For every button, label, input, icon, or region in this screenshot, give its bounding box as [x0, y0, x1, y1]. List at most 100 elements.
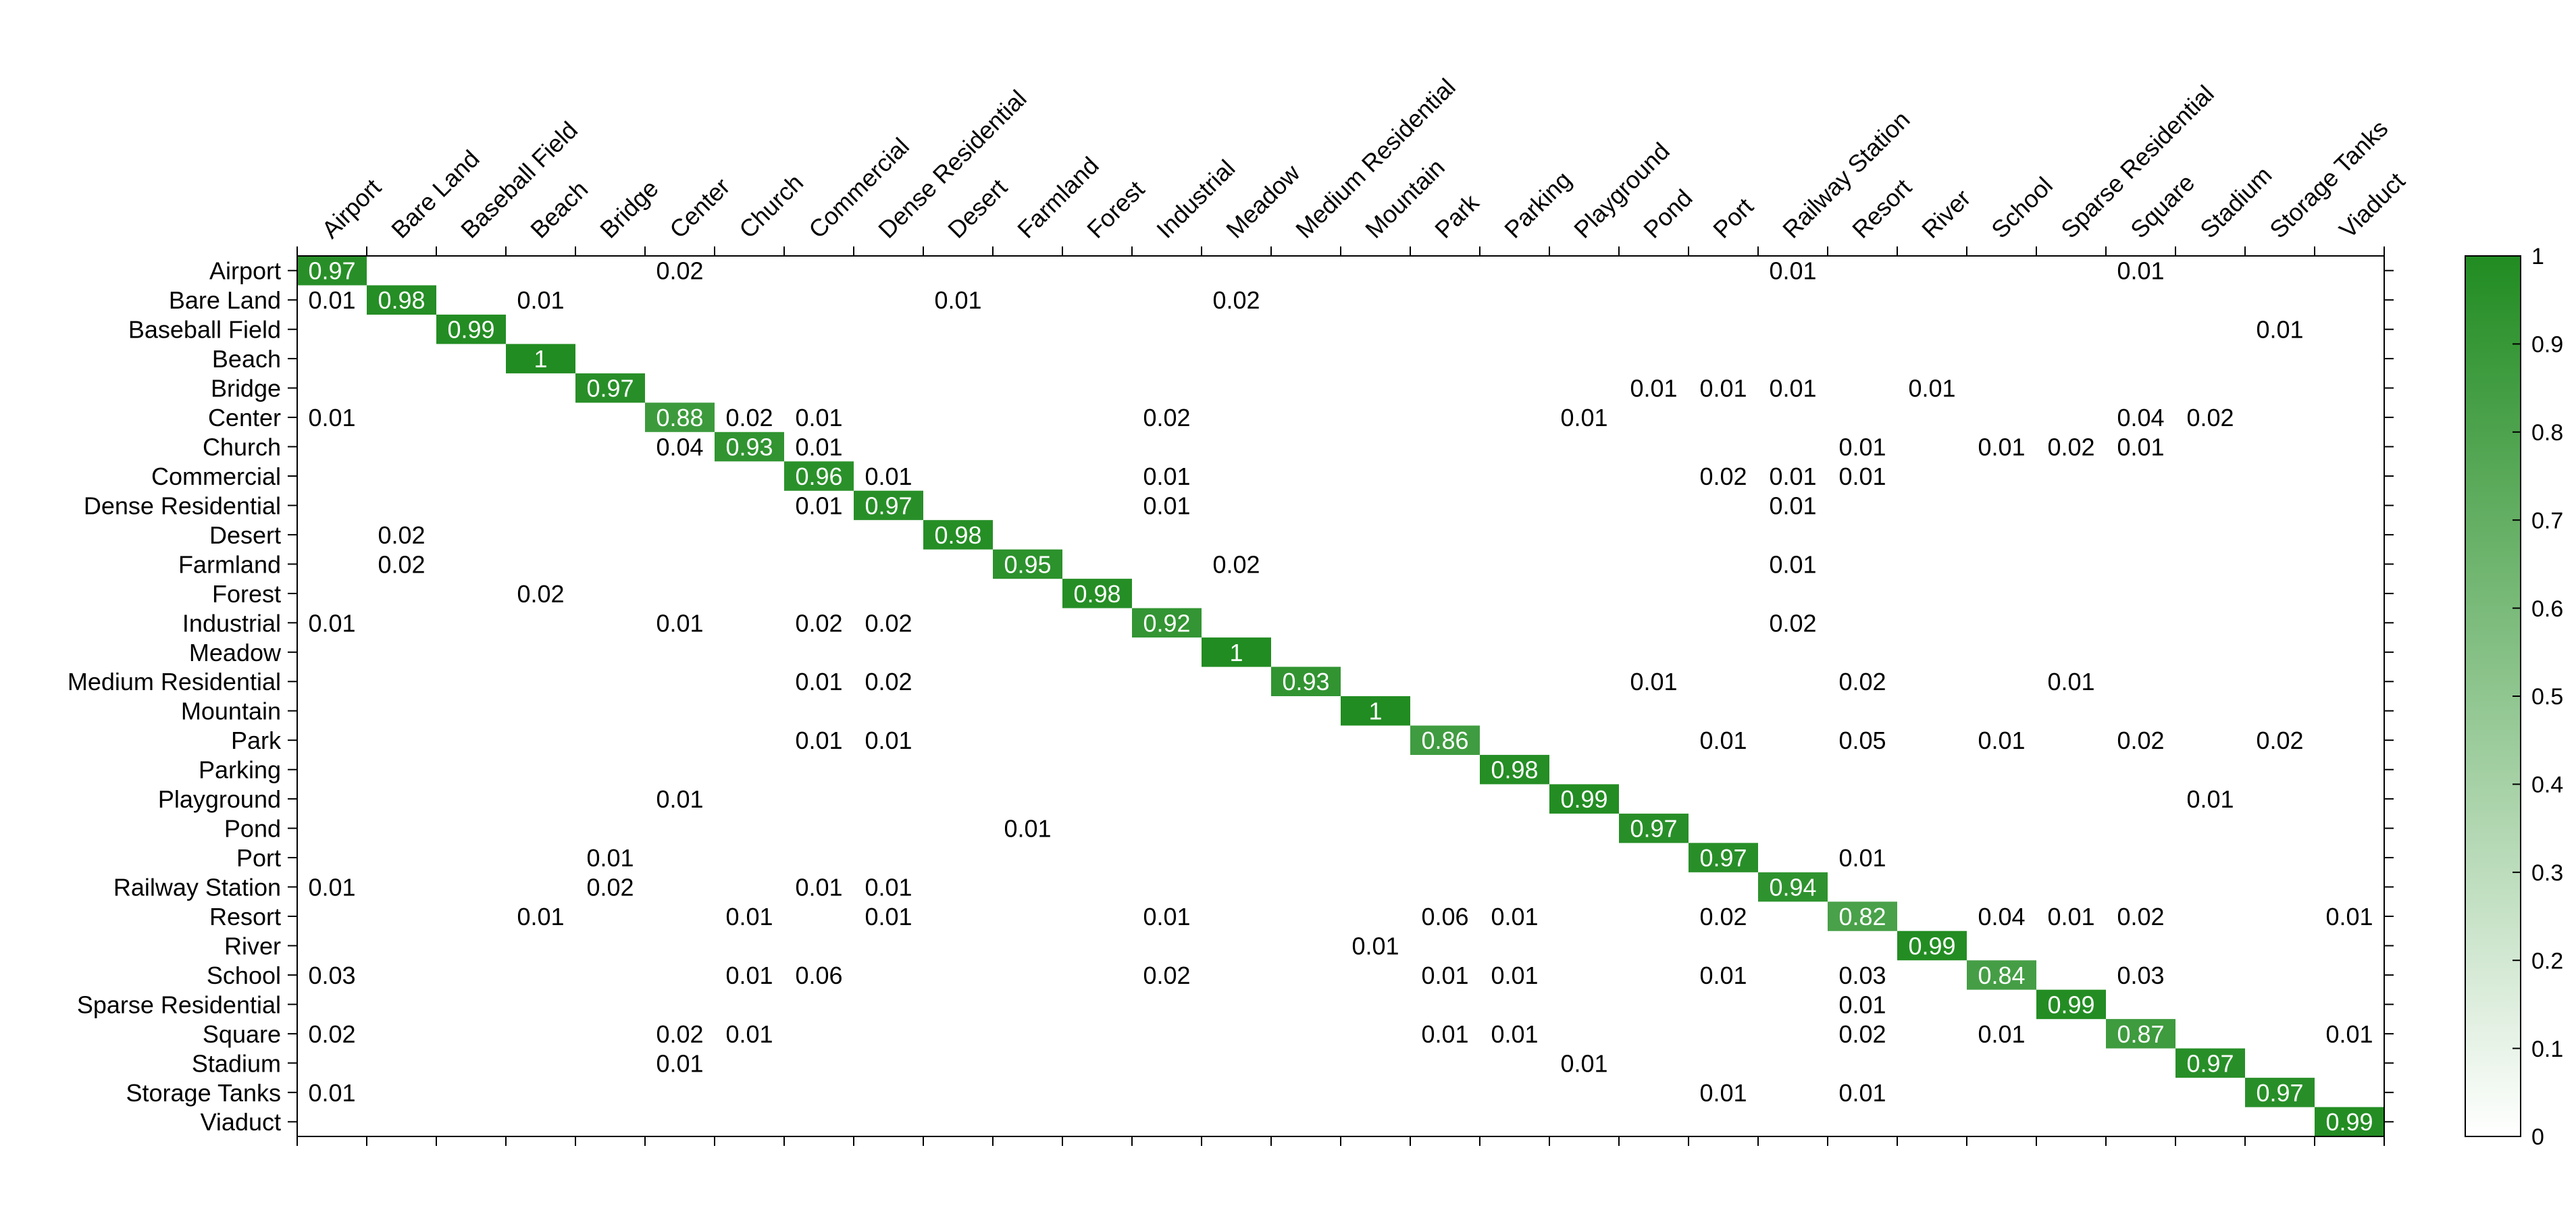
y-tick-label-airport: Airport: [209, 257, 281, 285]
y-tick-label-sparse-residential: Sparse Residential: [77, 991, 281, 1018]
value-label-park-park: 0.86: [1421, 727, 1468, 754]
value-label-school-park: 0.01: [1421, 962, 1468, 989]
value-label-sparse-residential-sparse-residential: 0.99: [2047, 991, 2094, 1018]
cell-commercial-commercial: [784, 461, 854, 491]
value-label-storage-tanks-storage-tanks: 0.97: [2256, 1079, 2303, 1107]
y-tick-label-commercial: Commercial: [151, 463, 281, 490]
y-tick-label-pond: Pond: [224, 815, 281, 843]
cell-forest-forest: [1062, 579, 1132, 608]
y-tick-label-resort: Resort: [209, 903, 281, 930]
value-label-school-airport: 0.03: [308, 962, 355, 989]
value-label-school-industrial: 0.02: [1143, 962, 1190, 989]
y-tick-label-parking: Parking: [199, 756, 281, 784]
value-label-commercial-port: 0.02: [1699, 463, 1747, 490]
value-label-port-bridge: 0.01: [586, 844, 634, 872]
colorbar-tick-label-0-1: 0.1: [2531, 1037, 2563, 1062]
colorbar-tick-label-0-4: 0.4: [2531, 772, 2563, 798]
value-label-mountain-mountain: 1: [1368, 698, 1382, 725]
cell-sparse-residential-sparse-residential: [2036, 989, 2106, 1020]
value-label-industrial-commercial: 0.02: [795, 609, 842, 637]
value-label-storage-tanks-airport: 0.01: [308, 1079, 355, 1107]
value-label-playground-stadium: 0.01: [2186, 785, 2234, 813]
value-label-railway-station-railway-station: 0.94: [1769, 874, 1816, 901]
value-label-farmland-meadow: 0.02: [1212, 550, 1260, 578]
value-label-railway-station-bridge: 0.02: [586, 874, 634, 901]
value-label-church-church: 0.93: [725, 434, 773, 461]
cell-center-center: [645, 402, 715, 432]
value-label-dense-residential-dense-residential: 0.97: [865, 492, 912, 519]
cell-airport-airport: [297, 256, 367, 286]
value-label-stadium-center: 0.01: [656, 1049, 703, 1077]
value-label-church-sparse-residential: 0.02: [2047, 434, 2094, 461]
cell-river-river: [1897, 930, 1967, 961]
value-label-forest-forest: 0.98: [1073, 580, 1120, 608]
colorbar-tick-label-0-6: 0.6: [2531, 596, 2563, 622]
value-label-farmland-farmland: 0.95: [1004, 550, 1051, 578]
value-label-baseball-field-baseball-field: 0.99: [447, 316, 494, 344]
value-label-bare-land-airport: 0.01: [308, 286, 355, 314]
value-label-bridge-river: 0.01: [1908, 375, 1955, 402]
value-label-meadow-meadow: 1: [1229, 639, 1243, 666]
y-tick-label-bridge: Bridge: [211, 375, 281, 402]
value-label-medium-residential-commercial: 0.01: [795, 668, 842, 696]
value-label-river-river: 0.99: [1908, 932, 1955, 960]
value-label-playground-playground: 0.99: [1560, 785, 1607, 813]
cell-medium-residential-medium-residential: [1271, 666, 1341, 696]
value-label-pond-pond: 0.97: [1630, 815, 1677, 843]
y-tick-label-baseball-field: Baseball Field: [128, 316, 281, 344]
value-label-resort-industrial: 0.01: [1143, 903, 1190, 930]
cell-storage-tanks-storage-tanks: [2245, 1078, 2315, 1107]
y-tick-label-meadow: Meadow: [189, 639, 282, 666]
value-label-dense-residential-industrial: 0.01: [1143, 492, 1190, 519]
y-tick-label-school: School: [207, 962, 281, 989]
value-label-port-resort: 0.01: [1838, 844, 1886, 872]
colorbar-gradient: [2465, 255, 2521, 1137]
cell-school-school: [1967, 960, 2036, 990]
value-label-industrial-dense-residential: 0.02: [865, 609, 912, 637]
value-label-bridge-port: 0.01: [1699, 375, 1747, 402]
cell-bridge-bridge: [575, 373, 645, 403]
value-label-desert-bare-land: 0.02: [378, 521, 425, 549]
cell-parking-parking: [1480, 754, 1549, 785]
y-tick-label-dense-residential: Dense Residential: [84, 492, 281, 519]
cell-value-labels: 0.97 0.02 0.01 0.010.01 0.98 0.01 0.01 0.020.99…: [308, 257, 2373, 1136]
y-tick-label-farmland: Farmland: [178, 550, 281, 578]
colorbar: 0 0.1 0.2 0.3 0.4 0.5 0.6 0.7 0.8 0.9 1: [2465, 244, 2563, 1150]
value-label-park-dense-residential: 0.01: [865, 727, 912, 754]
value-label-medium-residential-resort: 0.02: [1838, 668, 1886, 696]
value-label-center-commercial: 0.01: [795, 404, 842, 431]
value-label-industrial-airport: 0.01: [308, 609, 355, 637]
y-tick-label-stadium: Stadium: [192, 1049, 281, 1077]
colorbar-tick-label-0: 0: [2531, 1124, 2544, 1150]
value-label-resort-sparse-residential: 0.01: [2047, 903, 2094, 930]
value-label-church-school: 0.01: [1978, 434, 2025, 461]
y-tick-label-industrial: Industrial: [182, 609, 281, 637]
value-label-bare-land-desert: 0.01: [934, 286, 981, 314]
value-label-industrial-center: 0.01: [656, 609, 703, 637]
value-label-airport-square: 0.01: [2117, 257, 2164, 285]
value-label-park-commercial: 0.01: [795, 727, 842, 754]
value-label-port-port: 0.97: [1699, 844, 1747, 872]
value-label-farmland-railway-station: 0.01: [1769, 550, 1816, 578]
value-label-square-park: 0.01: [1421, 1020, 1468, 1048]
colorbar-tick-label-0-7: 0.7: [2531, 508, 2563, 533]
value-label-medium-residential-medium-residential: 0.93: [1282, 668, 1329, 696]
cell-port-port: [1689, 843, 1758, 872]
y-tick-label-center: Center: [208, 404, 281, 431]
y-tick-label-beach: Beach: [212, 345, 281, 373]
value-label-park-storage-tanks: 0.02: [2256, 727, 2303, 754]
value-label-river-mountain: 0.01: [1351, 932, 1399, 960]
value-label-school-school: 0.84: [1978, 962, 2025, 989]
value-label-resort-square: 0.02: [2117, 903, 2164, 930]
colorbar-tick-label-0-2: 0.2: [2531, 948, 2563, 974]
value-label-bridge-pond: 0.01: [1630, 375, 1677, 402]
colorbar-tick-label-1: 1: [2531, 244, 2544, 269]
y-tick-label-port: Port: [236, 844, 281, 872]
value-label-center-industrial: 0.02: [1143, 404, 1190, 431]
cell-baseball-field-baseball-field: [436, 314, 506, 344]
y-tick-label-desert: Desert: [209, 521, 281, 549]
value-label-commercial-dense-residential: 0.01: [865, 463, 912, 490]
cell-mountain-mountain: [1341, 696, 1410, 726]
